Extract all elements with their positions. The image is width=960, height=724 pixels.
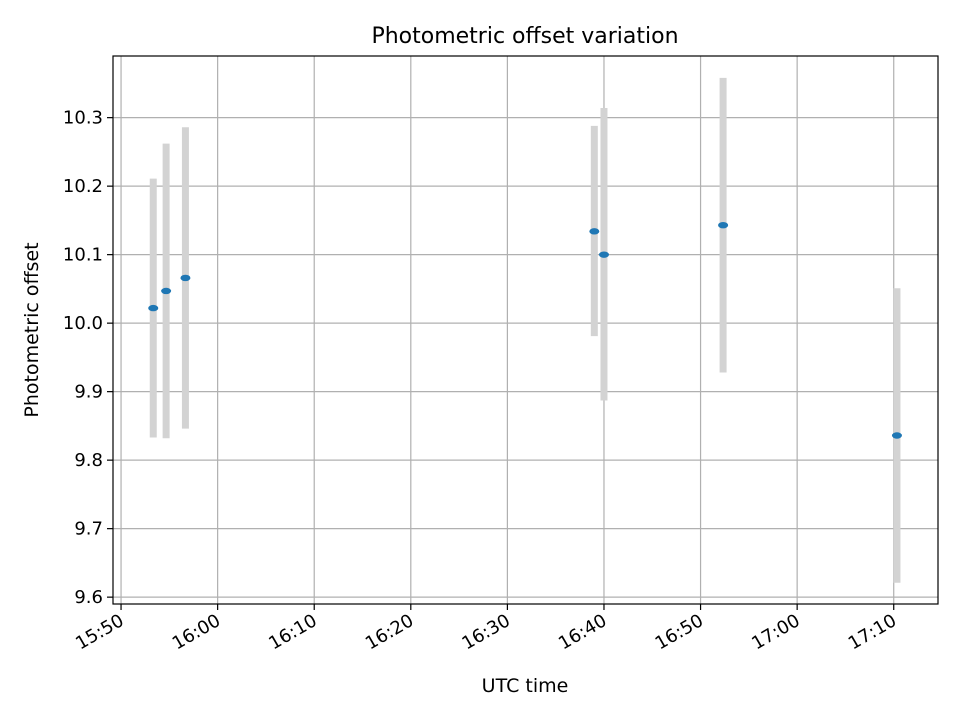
chart-title: Photometric offset variation bbox=[371, 24, 678, 49]
y-tick-label: 9.7 bbox=[74, 519, 103, 540]
data-point bbox=[180, 274, 191, 282]
data-point bbox=[589, 228, 600, 235]
data-points bbox=[148, 221, 902, 439]
data-point bbox=[891, 432, 902, 439]
y-tick-label: 9.6 bbox=[74, 587, 103, 608]
data-point bbox=[718, 221, 729, 229]
y-tick-label: 10.2 bbox=[63, 176, 103, 197]
y-tick-label: 10.1 bbox=[63, 245, 103, 266]
y-tick-label: 10.3 bbox=[63, 108, 103, 129]
y-tick-label: 9.9 bbox=[74, 382, 103, 403]
y-tick-label: 9.8 bbox=[74, 450, 103, 471]
y-axis-label: Photometric offset bbox=[21, 242, 43, 417]
data-point bbox=[148, 304, 159, 312]
plot-frame bbox=[112, 55, 939, 605]
y-tick-label: 10.0 bbox=[63, 313, 103, 334]
data-point bbox=[598, 251, 609, 258]
x-axis-label: UTC time bbox=[482, 675, 569, 697]
data-point bbox=[161, 287, 172, 295]
